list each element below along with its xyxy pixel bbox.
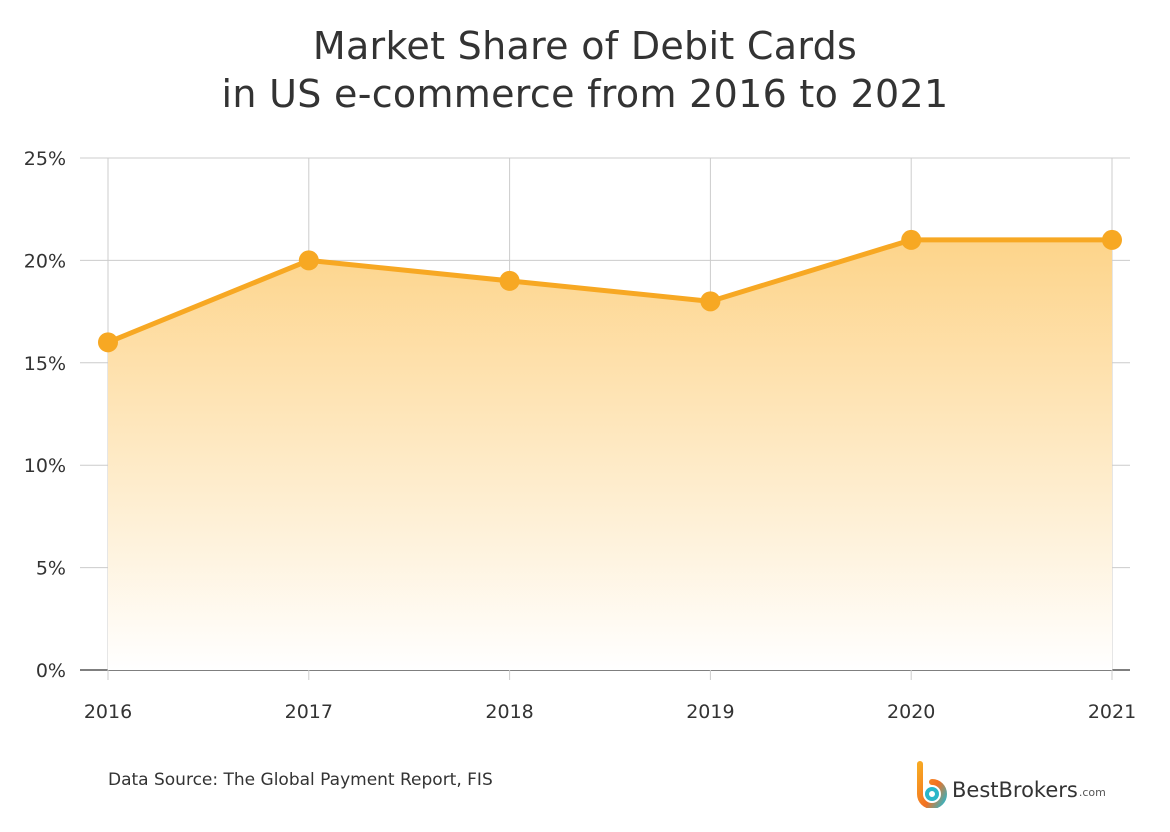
area-fill [108,239,1112,671]
x-tick-label: 2017 [285,701,333,723]
data-points [98,229,1122,353]
data-point-2019 [700,291,721,312]
y-tick-label: 25% [24,148,66,170]
x-axis-tick-labels: 2016 2017 2018 2019 2020 2021 [84,701,1136,723]
chart-title-line-2: in US e-commerce from 2016 to 2021 [221,72,949,116]
brand-logo: BestBrokers .com [912,758,1106,808]
brand-name: BestBrokers [952,778,1078,802]
x-tick-label: 2019 [686,701,734,723]
data-point-2018 [499,270,520,291]
series-line [107,237,1112,345]
chart-title: Market Share of Debit Cards in US e-comm… [0,22,1170,118]
brand-tld: .com [1078,786,1106,799]
bestbrokers-logo-icon [917,761,947,808]
x-tick-label: 2021 [1088,701,1136,723]
data-point-2021 [1102,229,1122,250]
y-tick-label: 5% [36,558,66,580]
y-tick-label: 0% [36,660,66,682]
y-tick-label: 10% [24,455,66,477]
y-tick-label: 15% [24,353,66,375]
data-source-note: Data Source: The Global Payment Report, … [108,770,493,790]
y-tick-label: 20% [24,250,66,272]
data-point-2016 [98,332,118,353]
x-tick-label: 2018 [485,701,533,723]
x-tick-label: 2016 [84,701,132,723]
x-tick-label: 2020 [887,701,935,723]
data-point-2017 [298,250,319,271]
chart-title-line-1: Market Share of Debit Cards [312,24,858,68]
data-point-2020 [901,229,922,250]
y-axis-tick-labels: 0% 5% 10% 15% 20% 25% [24,148,66,682]
